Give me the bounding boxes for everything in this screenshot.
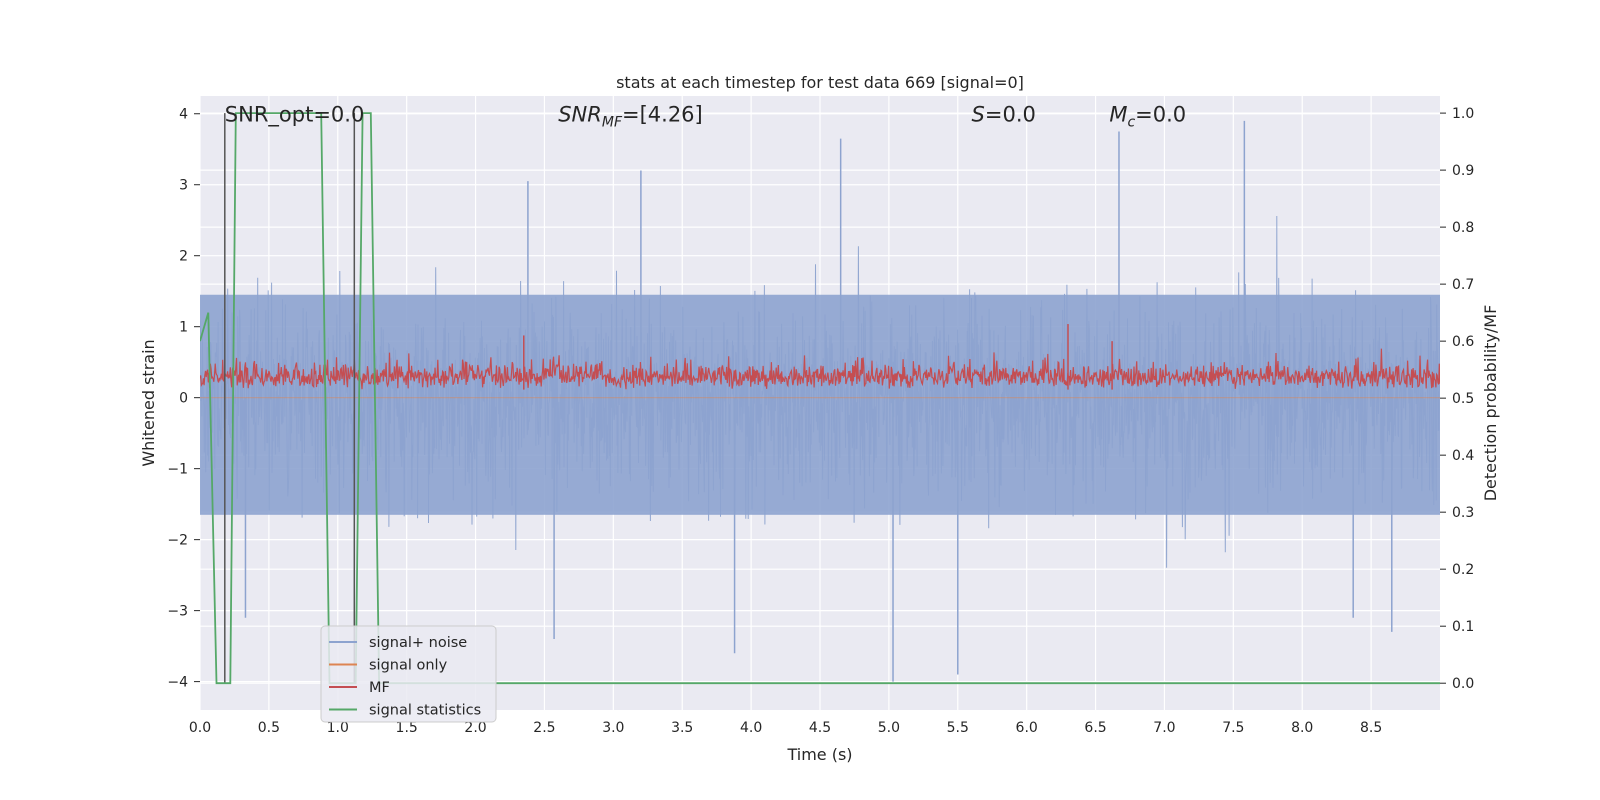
x-tick-label: 3.0 bbox=[602, 720, 624, 736]
right-tick-label: 1.0 bbox=[1452, 106, 1474, 122]
x-tick-label: 0.5 bbox=[258, 720, 280, 736]
x-tick-label: 6.5 bbox=[1084, 720, 1106, 736]
x-tick-label: 7.5 bbox=[1222, 720, 1244, 736]
series-mf bbox=[200, 348, 1440, 390]
annotations: SNR_opt=0.0 SNRMF=[4.26] S=0.0 Mc=0.0 bbox=[225, 103, 1186, 131]
x-tick-label: 4.0 bbox=[740, 720, 762, 736]
right-tick-label: 0.2 bbox=[1452, 562, 1474, 578]
legend-label: signal statistics bbox=[369, 703, 481, 719]
right-tick-label: 0.1 bbox=[1452, 619, 1474, 635]
x-tick-label: 8.5 bbox=[1360, 720, 1382, 736]
plot-area bbox=[200, 112, 1440, 685]
right-axis-ticks: 0.0 0.1 0.2 0.3 0.4 0.5 0.6 0.7 0.8 0.9 1.0 bbox=[1440, 106, 1474, 692]
x-tick-label: 1.0 bbox=[327, 720, 349, 736]
y-axis-ticks: −4 −3 −2 −1 0 1 2 3 4 bbox=[167, 107, 200, 691]
right-tick-label: 0.7 bbox=[1452, 277, 1474, 293]
x-tick-label: 1.5 bbox=[396, 720, 418, 736]
legend-box bbox=[320, 625, 497, 723]
annotation-text: Mc=0.0 bbox=[1109, 103, 1186, 131]
annotation-text: SNRMF=[4.26] bbox=[558, 103, 703, 131]
legend-label: signal only bbox=[369, 658, 448, 674]
x-tick-label: 3.5 bbox=[671, 720, 693, 736]
x-tick-label: 4.5 bbox=[809, 720, 831, 736]
x-tick-label: 5.0 bbox=[878, 720, 900, 736]
x-axis-ticks: 0.0 0.5 1.0 1.5 2.0 2.5 3.0 3.5 4.0 4.5 5.0 5.5 6.0 6… bbox=[189, 720, 1382, 736]
right-tick-label: 0.9 bbox=[1452, 163, 1474, 179]
right-tick-label: 0.8 bbox=[1452, 220, 1474, 236]
right-tick-label: 0.3 bbox=[1452, 505, 1474, 521]
y-tick-label: 0 bbox=[179, 391, 188, 407]
x-tick-label: 2.0 bbox=[464, 720, 486, 736]
annotation-text: SNR_opt=0.0 bbox=[225, 103, 365, 128]
y-tick-label: 4 bbox=[179, 107, 188, 123]
chart-title: stats at each timestep for test data 669… bbox=[616, 73, 1024, 92]
y-tick-label: −4 bbox=[167, 675, 188, 691]
right-axis-label: Detection probability/MF bbox=[1481, 305, 1500, 502]
y-tick-label: −3 bbox=[167, 604, 188, 620]
x-axis-label: Time (s) bbox=[786, 745, 852, 764]
x-tick-label: 5.5 bbox=[947, 720, 969, 736]
series-signal-noise-band bbox=[200, 294, 1440, 515]
right-tick-label: 0.0 bbox=[1452, 676, 1474, 692]
legend: signal+ noise signal only MF signal statist… bbox=[320, 625, 497, 723]
x-tick-label: 6.0 bbox=[1016, 720, 1038, 736]
x-tick-label: 8.0 bbox=[1291, 720, 1313, 736]
y-axis-label: Whitened strain bbox=[139, 339, 158, 466]
y-tick-label: 1 bbox=[179, 320, 188, 336]
x-tick-label: 7.0 bbox=[1153, 720, 1175, 736]
x-tick-label: 0.0 bbox=[189, 720, 211, 736]
y-tick-label: 3 bbox=[179, 178, 188, 194]
right-tick-label: 0.6 bbox=[1452, 334, 1474, 350]
right-tick-label: 0.5 bbox=[1452, 391, 1474, 407]
y-tick-label: −1 bbox=[167, 462, 188, 478]
annotation-text: S=0.0 bbox=[972, 103, 1036, 127]
y-tick-label: −2 bbox=[167, 533, 188, 549]
legend-label: MF bbox=[369, 680, 390, 696]
y-tick-label: 2 bbox=[179, 249, 188, 265]
legend-label: signal+ noise bbox=[369, 635, 467, 651]
right-tick-label: 0.4 bbox=[1452, 448, 1474, 464]
x-tick-label: 2.5 bbox=[533, 720, 555, 736]
